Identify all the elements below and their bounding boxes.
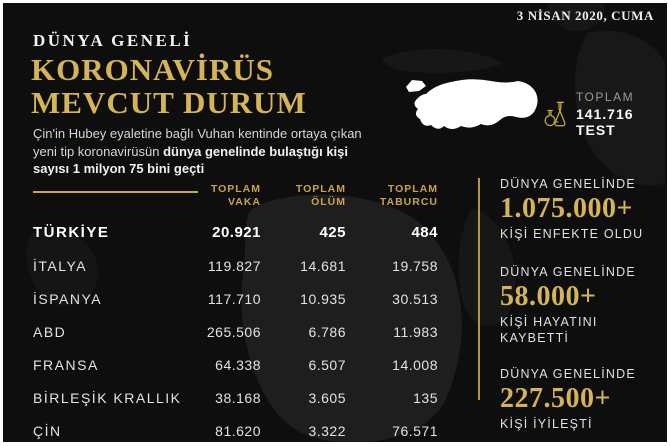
cell-taburcu: 19.758 (392, 257, 438, 274)
column-header-line: ÖLÜM (311, 196, 346, 208)
country-name: ABD (33, 323, 67, 340)
column-header-olum: TOPLAM ÖLÜM (261, 183, 346, 209)
total-test-block: TOPLAM 141.716 TEST (543, 90, 667, 138)
cell-vaka: 20.921 (212, 224, 261, 241)
lab-flasks-icon (544, 101, 566, 127)
stat-sublabel: KİŞİ ENFEKTE OLDU (500, 227, 644, 241)
country-name: İSPANYA (33, 290, 103, 307)
cell-vaka: 119.827 (207, 257, 261, 274)
country-name: ÇİN (33, 422, 62, 439)
stat-value: 1.075.000+ (500, 193, 633, 224)
table-row-turkiye: TÜRKİYE 20.921 425 484 (33, 216, 438, 249)
cell-olum: 3.322 (308, 422, 346, 439)
stat-label: DÜNYA GENELİNDE (500, 265, 636, 279)
cell-taburcu: 11.983 (393, 323, 438, 340)
intro-paragraph: Çin'in Hubey eyaletine bağlı Vuhan kenti… (33, 125, 363, 178)
country-name: İTALYA (33, 257, 88, 274)
world-stat-infected: DÜNYA GENELİNDE 1.075.000+ KİŞİ ENFEKTE … (500, 176, 660, 242)
gold-divider-line (33, 191, 198, 193)
country-name: FRANSA (33, 356, 99, 373)
stat-sublabel: KİŞİ İYİLEŞTİ (500, 417, 593, 431)
stat-value: 58.000+ (500, 281, 597, 312)
stat-label: DÜNYA GENELİNDE (500, 367, 636, 381)
column-header-line: TOPLAM (210, 183, 261, 195)
stat-label: DÜNYA GENELİNDE (500, 177, 636, 191)
cell-olum: 6.786 (308, 323, 346, 340)
total-test-label: TOPLAM (575, 90, 635, 104)
cell-taburcu: 14.008 (392, 356, 438, 373)
table-row-birlesik-krallik: BİRLEŞİK KRALLIK 38.168 3.605 135 (33, 381, 438, 414)
cell-vaka: 117.710 (207, 290, 261, 307)
table-row-abd: ABD 265.506 6.786 11.983 (33, 315, 438, 348)
cell-olum: 3.605 (308, 389, 346, 406)
table-row-ispanya: İSPANYA 117.710 10.935 30.513 (33, 282, 438, 315)
date-label: 3 NİSAN 2020, CUMA (516, 8, 654, 23)
title-line-2: MEVCUT DURUM (31, 85, 307, 120)
column-header-line: TABURCU (379, 196, 438, 208)
world-stat-deaths: DÜNYA GENELİNDE 58.000+ KİŞİ HAYATINI KA… (500, 264, 660, 346)
stat-sublabel: KİŞİ HAYATINI KAYBETTİ (500, 315, 598, 345)
world-stat-recovered: DÜNYA GENELİNDE 227.500+ KİŞİ İYİLEŞTİ (500, 366, 660, 432)
stat-value: 227.500+ (500, 383, 611, 414)
table-row-fransa: FRANSA 64.338 6.507 14.008 (33, 348, 438, 381)
country-name: TÜRKİYE (33, 224, 110, 241)
cell-olum: 6.507 (308, 356, 346, 373)
cell-olum: 10.935 (300, 290, 346, 307)
cell-vaka: 265.506 (206, 323, 261, 340)
page-title: KORONAVİRÜS MEVCUT DURUM (31, 53, 307, 119)
cell-vaka: 64.338 (215, 356, 261, 373)
world-map-background (26, 3, 665, 442)
table-row-italya: İTALYA 119.827 14.681 19.758 (33, 249, 438, 282)
column-header-line: TOPLAM (295, 183, 346, 195)
cell-vaka: 81.620 (215, 422, 261, 439)
cell-taburcu: 30.513 (392, 290, 438, 307)
cell-taburcu: 76.571 (392, 422, 438, 439)
intro-text-normal: Çin'in Hubey eyaletine bağlı Vuhan kenti… (33, 126, 362, 159)
gold-vertical-line (478, 178, 480, 400)
infographic-card: 3 NİSAN 2020, CUMA DÜNYA GENELİ KORONAVİ… (3, 3, 667, 442)
table-row-cin: ÇİN 81.620 3.322 76.571 (33, 414, 438, 442)
cell-olum: 425 (319, 224, 346, 241)
country-table: TÜRKİYE 20.921 425 484 İTALYA 119.827 14… (33, 216, 438, 442)
turkey-map-silhouette (406, 79, 538, 129)
column-header-line: VAKA (228, 196, 261, 208)
cell-taburcu: 135 (413, 389, 438, 406)
cell-olum: 14.681 (300, 257, 346, 274)
cell-taburcu: 484 (411, 224, 438, 241)
column-header-vaka: TOPLAM VAKA (173, 183, 261, 209)
intro-text-bold: dünya genelinde bulaştığı kişi sayısı 1 … (33, 143, 349, 177)
kicker-title: DÜNYA GENELİ (33, 31, 193, 50)
total-test-text: TOPLAM 141.716 TEST (576, 90, 667, 138)
column-header-line: TOPLAM (387, 183, 438, 195)
country-name: BİRLEŞİK KRALLIK (33, 389, 182, 406)
total-test-value: 141.716 TEST (575, 106, 634, 138)
title-line-1: KORONAVİRÜS (31, 52, 274, 87)
cell-vaka: 38.168 (215, 389, 261, 406)
column-header-taburcu: TOPLAM TABURCU (346, 183, 438, 209)
